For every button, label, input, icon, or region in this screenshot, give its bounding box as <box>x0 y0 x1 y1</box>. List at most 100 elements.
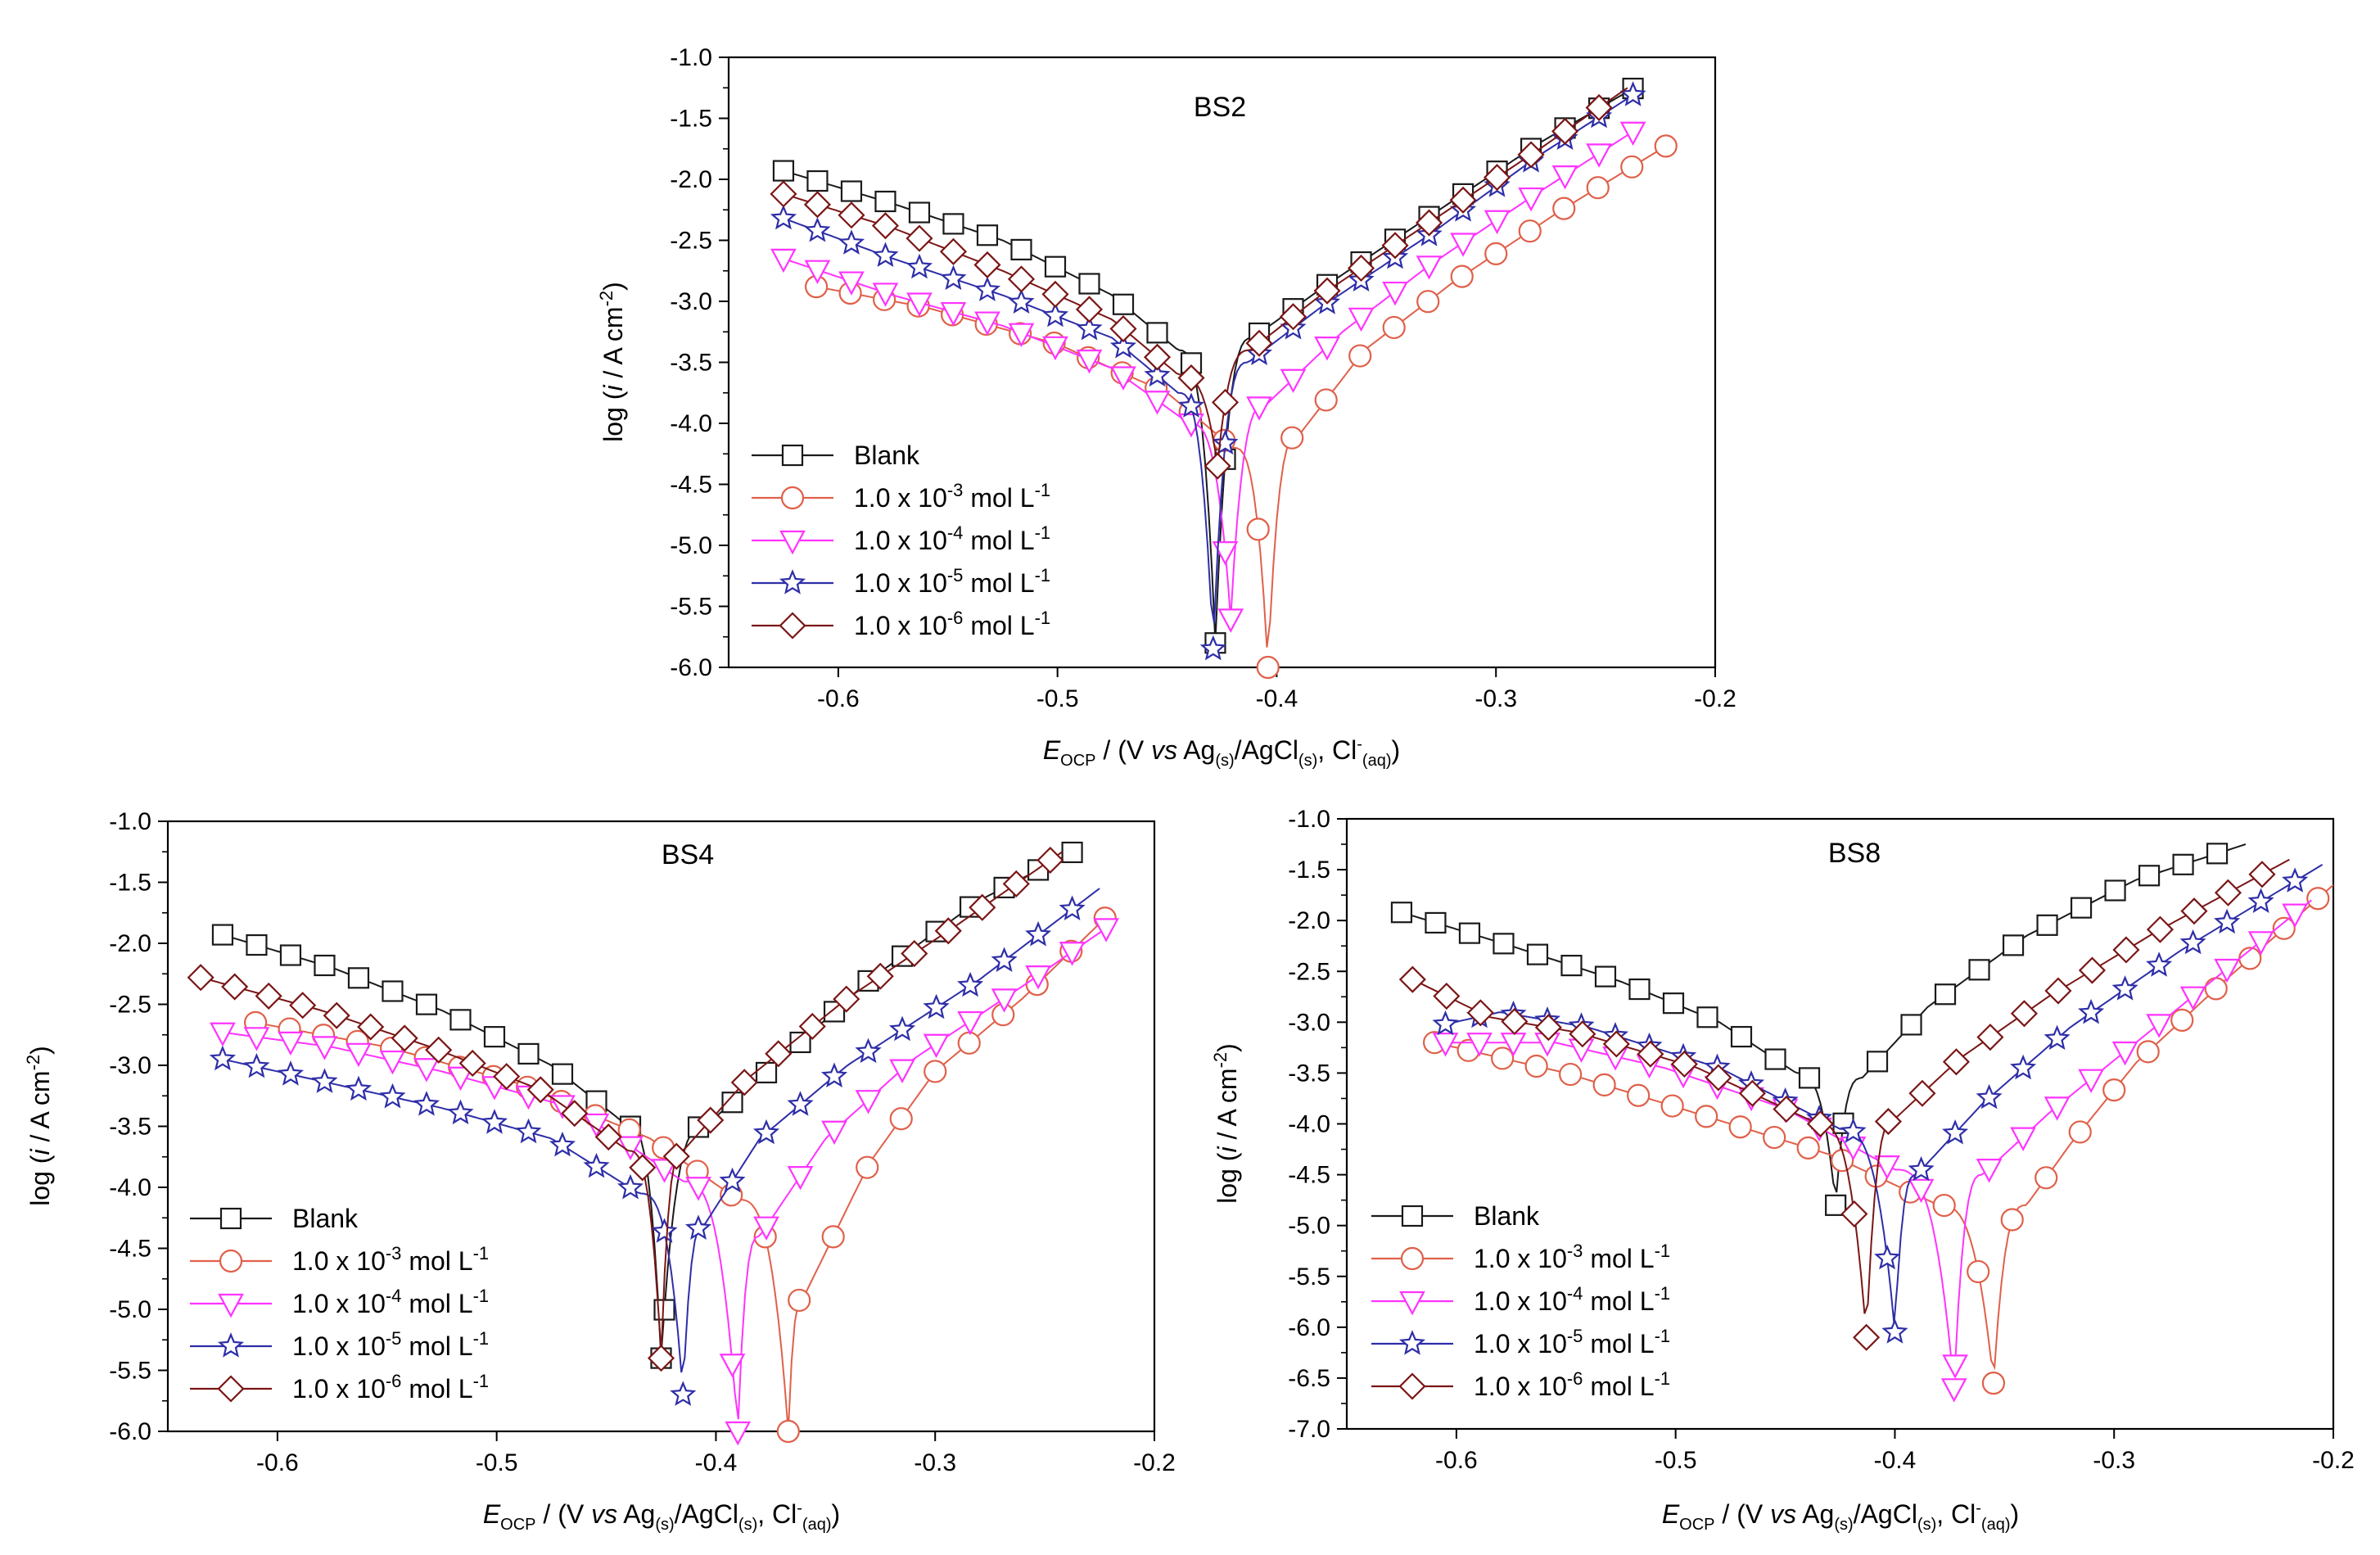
y-tick-label: -4.0 <box>1288 1111 1330 1138</box>
data-marker <box>1078 273 1100 295</box>
legend-marker <box>217 1375 245 1403</box>
x-tick-label: -0.3 <box>914 1449 956 1476</box>
data-marker <box>940 301 967 327</box>
data-marker <box>1416 290 1440 314</box>
data-marker <box>243 1027 270 1051</box>
data-marker <box>2170 1008 2194 1032</box>
data-marker <box>2204 977 2228 1001</box>
y-tick-label: -1.5 <box>1288 857 1330 884</box>
data-marker <box>2206 843 2229 865</box>
data-marker <box>1390 902 1413 924</box>
data-marker <box>820 1062 848 1088</box>
data-marker <box>311 1036 338 1060</box>
data-marker <box>1432 1010 1459 1036</box>
data-marker <box>1968 959 1990 981</box>
data-marker <box>719 1167 746 1193</box>
y-tick-label: -3.0 <box>1288 1009 1330 1036</box>
data-marker <box>1178 413 1204 438</box>
data-marker <box>2078 998 2105 1024</box>
legend-item-m4: 1.0 x 10-4 mol L-1 <box>1371 1283 1670 1316</box>
data-marker <box>973 276 1001 301</box>
data-marker <box>2112 936 2140 964</box>
legend-marker <box>218 1293 244 1318</box>
data-marker <box>2146 1014 2172 1038</box>
data-marker <box>517 1042 540 1065</box>
y-tick-label: -1.0 <box>670 44 712 71</box>
data-marker <box>1110 366 1136 391</box>
data-marker <box>1730 1025 1753 1048</box>
data-marker <box>1773 1095 1800 1123</box>
data-marker <box>804 217 831 242</box>
data-marker <box>651 1159 678 1183</box>
x-tick-label: -0.5 <box>476 1449 518 1476</box>
data-marker <box>1025 965 1051 990</box>
data-marker <box>1347 254 1375 283</box>
series-line <box>783 87 1628 459</box>
data-marker <box>1932 1193 1956 1218</box>
data-marker <box>2282 867 2309 893</box>
data-marker <box>670 1381 697 1406</box>
legend-item-blank: Blank <box>190 1204 359 1233</box>
data-marker <box>1967 1259 1990 1284</box>
data-marker <box>1059 942 1086 966</box>
y-tick-label: -6.0 <box>670 654 712 681</box>
data-marker <box>821 1225 845 1249</box>
data-marker <box>969 893 996 921</box>
data-marker <box>1280 368 1307 394</box>
data-marker <box>1940 1378 1967 1403</box>
data-marker <box>1976 1024 2004 1051</box>
legend-marker <box>781 444 804 467</box>
data-marker <box>1764 1048 1786 1070</box>
legend-label: 1.0 x 10-3 mol L-1 <box>1474 1241 1670 1273</box>
y-tick-label: -5.5 <box>670 594 712 621</box>
legend: Blank 1.0 x 10-3 mol L-1 1.0 x 10-4 mol L-… <box>1371 1201 1670 1401</box>
series-m5 <box>1432 864 2324 1344</box>
data-marker <box>1981 1372 2006 1395</box>
x-tick-label: -0.3 <box>1475 685 1517 712</box>
data-marker <box>1908 1079 1936 1107</box>
data-marker <box>753 1216 779 1241</box>
data-marker <box>449 1009 472 1031</box>
y-tick-label: -7.0 <box>1288 1416 1330 1443</box>
data-marker <box>2010 1054 2037 1080</box>
data-marker <box>1109 333 1137 359</box>
legend-label: 1.0 x 10-5 mol L-1 <box>292 1328 489 1361</box>
data-marker <box>1900 1014 1922 1036</box>
data-marker <box>2179 986 2206 1010</box>
data-marker <box>2036 914 2058 936</box>
data-marker <box>787 1091 814 1116</box>
data-marker <box>1348 307 1375 332</box>
data-marker <box>2002 934 2025 956</box>
data-marker <box>1076 314 1103 341</box>
data-marker <box>246 933 268 956</box>
data-marker <box>765 1040 793 1068</box>
y-tick-label: -1.0 <box>1288 806 1330 833</box>
data-marker <box>1976 1083 2003 1110</box>
legend-item-m6: 1.0 x 10-6 mol L-1 <box>190 1371 489 1404</box>
data-marker <box>2111 1041 2138 1066</box>
legend-label: Blank <box>1474 1201 1540 1231</box>
legend-marker <box>1400 1246 1425 1271</box>
data-marker <box>1246 396 1272 421</box>
data-marker <box>1008 323 1035 347</box>
data-marker <box>1059 895 1086 921</box>
data-marker <box>1199 635 1226 661</box>
y-tick-label: -4.0 <box>109 1174 151 1201</box>
data-marker <box>889 1059 915 1083</box>
data-marker <box>347 967 370 989</box>
data-marker <box>838 229 865 255</box>
data-marker <box>1840 1118 1867 1143</box>
data-marker <box>939 237 968 265</box>
data-marker <box>1662 992 1685 1015</box>
data-marker <box>382 980 404 1002</box>
x-axis-title: EOCP / (V vs Ag(s)/AgCl(s), Cl-(aq)) <box>483 1499 840 1534</box>
legend-marker <box>779 569 806 594</box>
data-marker <box>1493 933 1515 955</box>
series-m4 <box>210 918 1119 1446</box>
data-marker <box>323 1001 350 1029</box>
data-marker <box>1881 1318 1908 1344</box>
data-marker <box>1524 1054 1548 1078</box>
data-marker <box>1256 655 1280 680</box>
data-marker <box>662 1142 690 1170</box>
data-marker <box>1619 81 1646 106</box>
